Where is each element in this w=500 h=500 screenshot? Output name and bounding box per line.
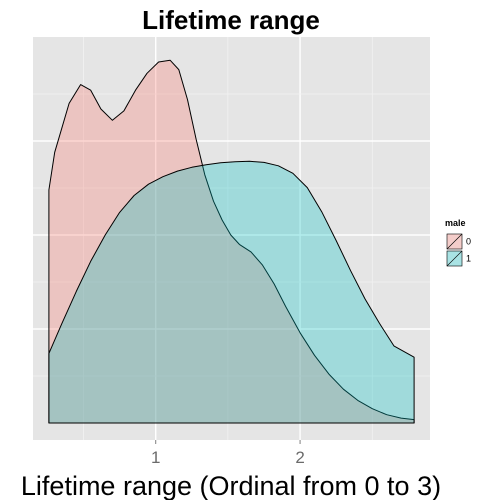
legend-label: 0 — [466, 237, 471, 247]
x-tick-label: 1 — [151, 448, 160, 467]
legend-swatch-slash — [446, 233, 463, 250]
legend-title: male — [445, 218, 466, 228]
x-axis-label: Lifetime range (Ordinal from 0 to 3) — [21, 471, 441, 500]
x-tick-label: 2 — [295, 448, 304, 467]
grid-lines — [33, 37, 430, 440]
density-area-series-1 — [48, 160, 415, 424]
density-area-series-0 — [48, 59, 415, 424]
chart-title: Lifetime range — [142, 5, 320, 35]
legend-label: 1 — [466, 254, 471, 264]
legend: male 0 1 — [445, 218, 471, 268]
plot-background — [33, 37, 430, 440]
legend-swatch-slash — [446, 250, 463, 267]
density-areas — [48, 59, 415, 424]
